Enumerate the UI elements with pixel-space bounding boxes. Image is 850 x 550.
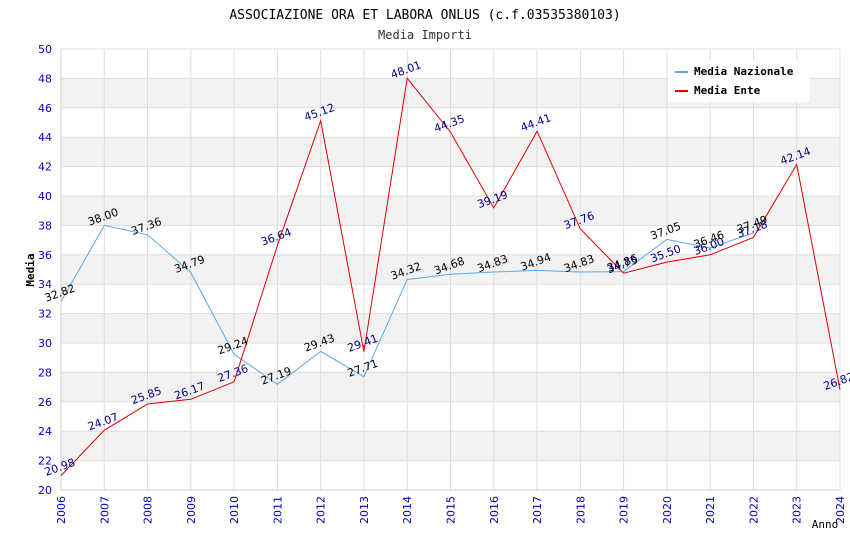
- y-tick-label: 40: [38, 190, 52, 203]
- x-tick-label: 2006: [55, 496, 68, 524]
- y-axis-ticks: 20 22 24 26 28 30 32 34 36 38 40 42 44 46 48 50: [38, 43, 52, 497]
- data-label-ente: 44.41: [519, 111, 553, 134]
- y-tick-label: 44: [38, 131, 52, 144]
- legend-label-ente: Media Ente: [694, 84, 761, 97]
- gridlines: [60, 48, 841, 491]
- y-tick-label: 30: [38, 337, 52, 350]
- x-tick-label: 2007: [98, 496, 111, 524]
- legend-box: [668, 60, 810, 102]
- x-tick-label: 2023: [791, 496, 804, 524]
- x-tick-label: 2018: [574, 496, 587, 524]
- x-tick-label: 2010: [228, 496, 241, 524]
- data-label-ente: 24.07: [86, 410, 120, 433]
- x-tick-label: 2021: [704, 496, 717, 524]
- y-tick-label: 36: [38, 249, 52, 262]
- x-tick-label: 2020: [661, 496, 674, 524]
- y-tick-label: 26: [38, 396, 52, 409]
- series-line-nazionale: [60, 224, 754, 385]
- y-tick-label: 32: [38, 308, 52, 321]
- legend-label-nazionale: Media Nazionale: [694, 65, 794, 78]
- data-label-ente: 36.64: [259, 226, 293, 249]
- y-axis-label: Media: [24, 253, 37, 286]
- y-tick-label: 22: [38, 455, 52, 468]
- x-tick-label: 2012: [315, 496, 328, 524]
- x-tick-label: 2017: [531, 496, 544, 524]
- series-lines: [60, 77, 841, 476]
- x-tick-label: 2024: [834, 496, 847, 524]
- y-tick-label: 42: [38, 161, 52, 174]
- y-tick-label: 34: [38, 278, 52, 291]
- x-tick-label: 2016: [488, 496, 501, 524]
- legend: Media Nazionale Media Ente: [668, 60, 810, 102]
- x-axis-ticks: 2006 2007 2008 2009 2010 2011 2012 2013 2014 2015…: [55, 496, 847, 524]
- x-axis-label: Anno: [812, 518, 839, 531]
- x-tick-label: 2014: [401, 496, 414, 524]
- y-tick-label: 24: [38, 425, 52, 438]
- x-tick-label: 2009: [185, 496, 198, 524]
- series-line-ente: [60, 77, 841, 476]
- x-tick-label: 2013: [358, 496, 371, 524]
- y-tick-label: 28: [38, 366, 52, 379]
- y-tick-label: 50: [38, 43, 52, 56]
- x-tick-label: 2015: [445, 496, 458, 524]
- y-tick-label: 38: [38, 219, 52, 232]
- y-tick-label: 20: [38, 484, 52, 497]
- chart-title: ASSOCIAZIONE ORA ET LABORA ONLUS (c.f.03…: [229, 8, 620, 23]
- x-tick-label: 2022: [747, 496, 760, 524]
- chart-subtitle: Media Importi: [378, 28, 472, 42]
- x-tick-label: 2011: [271, 496, 284, 524]
- x-tick-label: 2008: [142, 496, 155, 524]
- x-tick-label: 2019: [618, 496, 631, 524]
- y-tick-label: 48: [38, 72, 52, 85]
- y-tick-label: 46: [38, 102, 52, 115]
